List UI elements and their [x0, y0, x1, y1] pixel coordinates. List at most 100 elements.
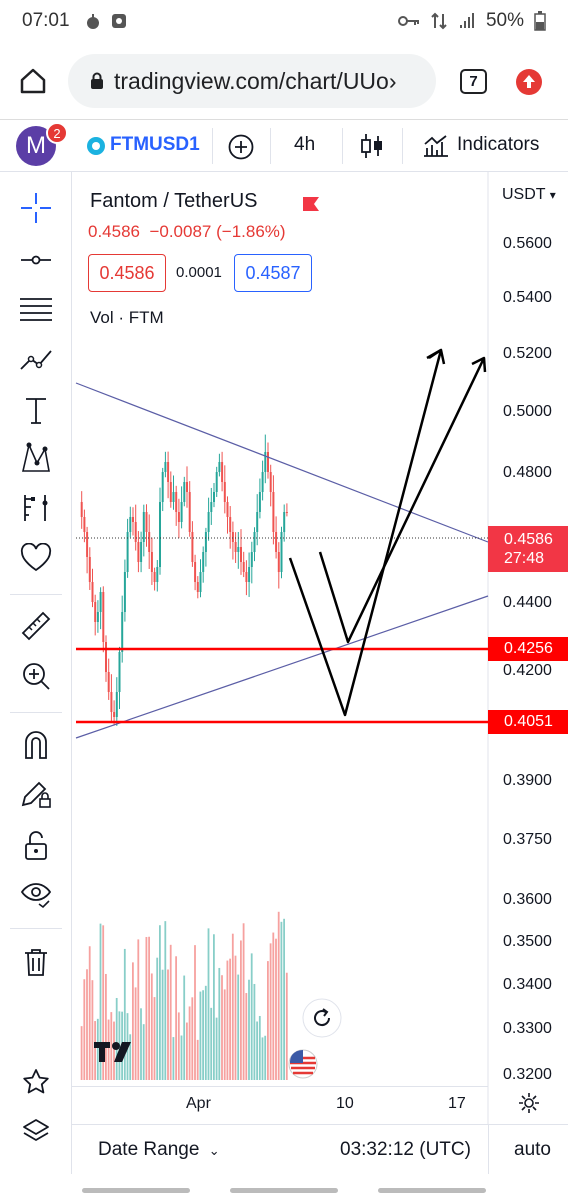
url-field[interactable]: tradingview.com/chart/UUo›: [68, 54, 436, 108]
candle-body: [213, 492, 215, 502]
candle-body: [153, 572, 156, 582]
candle-body: [267, 452, 269, 472]
volume-bar: [269, 943, 272, 1080]
settings-gear-icon[interactable]: [518, 1092, 540, 1114]
trend-line-tool[interactable]: [14, 240, 58, 280]
volume-bar: [277, 911, 280, 1080]
time-axis[interactable]: Apr 10 17: [72, 1086, 488, 1124]
volume-bar: [186, 1022, 188, 1080]
volume-bar: [137, 939, 140, 1080]
star-icon: [23, 1069, 49, 1094]
flag-icon[interactable]: [302, 196, 320, 212]
pattern-tool[interactable]: [14, 340, 58, 380]
lock-drawings-tool[interactable]: [14, 826, 58, 866]
candle-body: [226, 502, 229, 517]
tradingview-logo-icon: [94, 1042, 131, 1062]
notification-icon: [86, 14, 99, 29]
forecast-icon: [24, 495, 48, 521]
candle-body: [188, 492, 191, 532]
volume-bar: [188, 1006, 191, 1080]
nav-pill[interactable]: [230, 1188, 338, 1193]
volume-bar: [175, 956, 177, 1080]
spread-value: 0.0001: [176, 264, 222, 281]
symbol-search-button[interactable]: FTMUSD1: [110, 134, 200, 155]
volume-bar: [86, 969, 88, 1080]
update-icon[interactable]: [515, 68, 543, 96]
candle-body: [202, 552, 205, 572]
crosshair-tool[interactable]: [14, 188, 58, 228]
nav-pill[interactable]: [82, 1188, 190, 1193]
favorites-tool[interactable]: [14, 1062, 58, 1102]
buy-button[interactable]: 0.4587: [234, 254, 312, 292]
price-axis-label: 0.4400: [503, 594, 552, 611]
xabcd-pattern-icon: [21, 442, 50, 472]
projection-arrow[interactable]: [318, 356, 487, 644]
candle-body: [156, 567, 159, 582]
layers-icon: [23, 1119, 49, 1141]
icons-tool[interactable]: [14, 538, 58, 578]
candle-body: [148, 532, 151, 552]
price-change-percent: (−1.86%): [216, 222, 286, 241]
candle-body: [199, 572, 202, 592]
currency-selector[interactable]: USDT ▾: [502, 186, 556, 204]
volume-bar: [115, 997, 118, 1080]
utc-clock[interactable]: 03:32:12 (UTC): [340, 1139, 471, 1160]
prediction-tool[interactable]: [14, 488, 58, 528]
magnet-tool[interactable]: [14, 724, 58, 764]
date-range-button[interactable]: Date Range ⌄: [98, 1139, 220, 1161]
projection-tool[interactable]: [14, 438, 58, 478]
chart-toolbar: M 2 FTMUSD1 4h Indicators: [0, 120, 568, 172]
volume-bar: [191, 997, 194, 1080]
price-axis-label: 0.4200: [503, 662, 552, 679]
candle-body: [80, 502, 83, 517]
tabs-button[interactable]: 7: [460, 69, 487, 94]
candle-body: [194, 562, 197, 582]
interval-button[interactable]: 4h: [294, 134, 316, 155]
unlock-icon: [25, 831, 47, 860]
candle-body: [231, 532, 234, 542]
candle-body: [129, 517, 132, 532]
volume-bar: [258, 1015, 261, 1080]
auto-scale-button[interactable]: auto: [514, 1139, 551, 1160]
volume-bar: [202, 990, 204, 1080]
candle-body: [229, 517, 232, 532]
measure-tool[interactable]: [14, 606, 58, 646]
zoom-tool[interactable]: [14, 656, 58, 696]
volume-bar: [213, 934, 215, 1080]
signal-icon: [459, 13, 474, 28]
chevron-down-icon: ▾: [549, 188, 556, 202]
indicators-button[interactable]: Indicators: [457, 134, 540, 155]
volume-bar: [264, 1035, 267, 1080]
home-icon[interactable]: [18, 66, 48, 96]
projection-arrow[interactable]: [426, 348, 442, 360]
candles-icon[interactable]: [360, 132, 384, 160]
fib-tool[interactable]: [14, 290, 58, 330]
candle-body: [183, 482, 186, 502]
drawing-toolbar: [0, 172, 72, 1182]
toolbar-divider: [10, 594, 62, 595]
volume-bar: [113, 1021, 115, 1080]
object-tree-tool[interactable]: [14, 1112, 58, 1152]
candle-countdown: 27:48: [504, 550, 545, 567]
candle-body: [150, 552, 153, 572]
toolbar-divider: [342, 128, 343, 164]
us-flag-icon[interactable]: [288, 1049, 318, 1079]
upper-trend-line[interactable]: [75, 382, 489, 543]
compare-add-icon[interactable]: [228, 134, 254, 160]
candle-body: [253, 532, 256, 552]
price-axis-label: 0.3900: [503, 772, 552, 789]
remove-drawings-tool[interactable]: [14, 942, 58, 982]
stay-in-drawing-tool[interactable]: [14, 774, 58, 814]
text-tool[interactable]: [14, 390, 58, 430]
reset-chart-icon[interactable]: [302, 998, 342, 1038]
chart-pane[interactable]: 0.5600 0.5400 0.5200 0.5000 0.4800 0.4400 0.42…: [72, 172, 568, 1182]
candle-body: [105, 642, 107, 672]
candle-body: [207, 512, 210, 532]
price-chart[interactable]: 0.5600 0.5400 0.5200 0.5000 0.4800 0.4400 0.42…: [72, 172, 568, 1124]
sell-button[interactable]: 0.4586: [88, 254, 166, 292]
lower-trend-line[interactable]: [75, 595, 489, 739]
volume-bar: [223, 989, 226, 1080]
hide-drawings-tool[interactable]: [14, 874, 58, 914]
candle-body: [115, 692, 118, 717]
nav-pill[interactable]: [378, 1188, 486, 1193]
